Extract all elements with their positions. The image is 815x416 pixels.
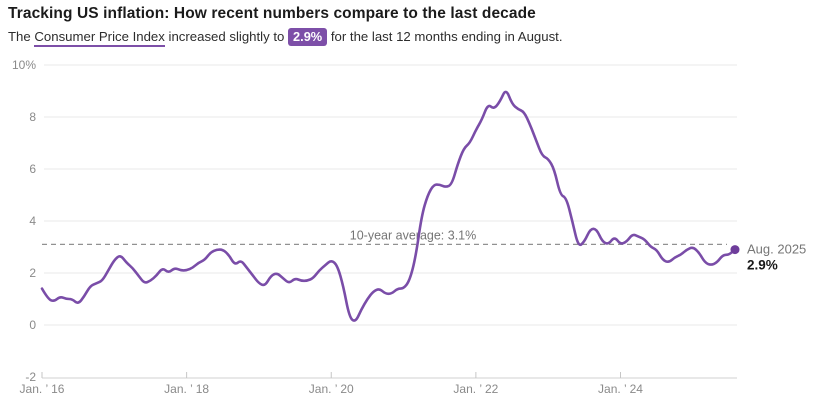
x-axis-ticks [41, 372, 622, 378]
y-axis-label: 6 [29, 162, 36, 176]
page-title: Tracking US inflation: How recent number… [8, 5, 536, 22]
y-axis-label: 0 [29, 318, 36, 332]
latest-date-label: Aug. 2025 [747, 242, 806, 257]
x-axis-label: Jan. ’ 22 [453, 382, 498, 396]
average-annotation: 10-year average: 3.1% [350, 228, 476, 242]
y-axis-labels: 10% 8 6 4 2 0 -2 [12, 58, 36, 384]
y-axis-label: 2 [29, 266, 36, 280]
y-gridlines [44, 64, 737, 326]
x-axis-label: Jan. ’ 18 [164, 382, 209, 396]
consumer-price-index-link[interactable]: Consumer Price Index [34, 29, 165, 47]
latest-value-label: 2.9% [747, 258, 778, 273]
x-axis-labels: Jan. ’ 16 Jan. ’ 18 Jan. ’ 20 Jan. ’ 22 Jan.… [20, 382, 644, 396]
latest-point-marker[interactable] [730, 245, 740, 255]
x-axis-label: Jan. ’ 20 [309, 382, 354, 396]
subtitle-prefix: The [8, 29, 35, 44]
y-axis-label: 10% [12, 58, 36, 72]
y-axis-label: 8 [29, 110, 36, 124]
x-axis-label: Jan. ’ 24 [598, 382, 643, 396]
chart-subtitle: The Consumer Price Index increased sligh… [8, 28, 563, 47]
y-axis-label: 4 [29, 214, 36, 228]
y-axis-label: -2 [25, 370, 36, 384]
chart-header: Tracking US inflation: How recent number… [8, 5, 563, 47]
x-axis-label: Jan. ’ 16 [20, 382, 65, 396]
inflation-rate-badge: 2.9% [288, 28, 328, 46]
cpi-line[interactable] [40, 90, 737, 322]
subtitle-middle: increased slightly to [164, 29, 289, 44]
subtitle-suffix: for the last 12 months ending in August. [327, 29, 563, 44]
